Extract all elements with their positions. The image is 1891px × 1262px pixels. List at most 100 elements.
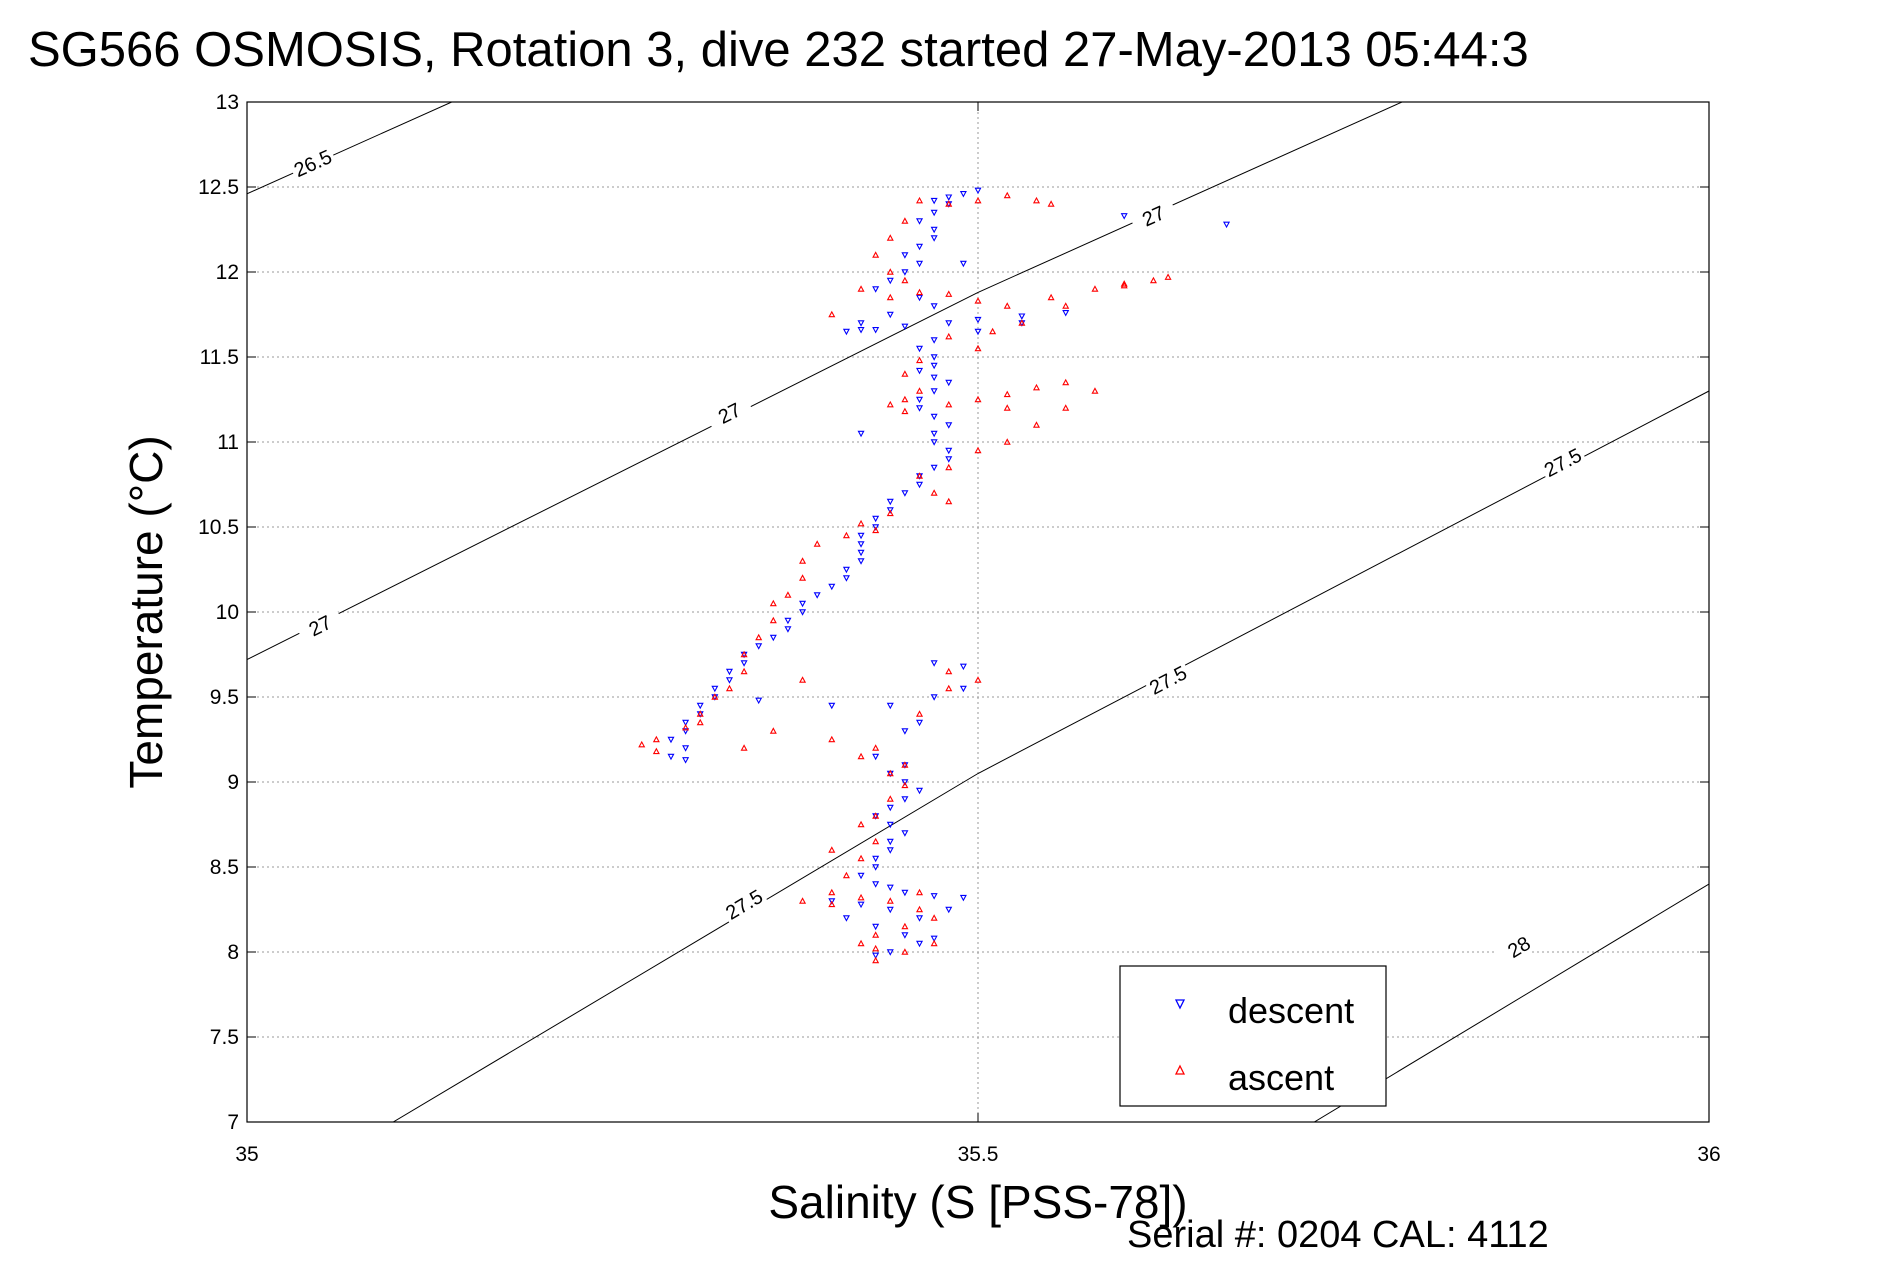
descent-point (945, 379, 953, 387)
descent-point (901, 728, 909, 735)
descent-point (667, 753, 675, 761)
descent-point (1223, 221, 1231, 229)
y-axis-label: Temperature (°C) (120, 435, 172, 788)
descent-point (959, 894, 967, 902)
descent-point (1018, 313, 1026, 320)
ascent-point (930, 489, 938, 496)
descent-point (901, 252, 909, 259)
ascent-point (886, 268, 894, 275)
descent-point (886, 311, 894, 319)
descent-point (872, 327, 880, 334)
descent-point (930, 226, 938, 234)
ascent-point (857, 939, 865, 947)
y-tick-label: 10 (216, 601, 239, 624)
descent-point (784, 626, 792, 633)
x-tick-label: 36 (1697, 1143, 1720, 1166)
y-tick-label: 9 (227, 771, 239, 794)
x-tick-label: 35.5 (958, 1143, 999, 1166)
ascent-point (828, 900, 836, 908)
ascent-point (740, 650, 748, 658)
ascent-point (1032, 421, 1041, 428)
descent-point (901, 323, 909, 331)
ascent-point (857, 519, 865, 527)
legend-box (1119, 965, 1387, 1107)
descent-point (799, 609, 807, 616)
descent-point (667, 736, 675, 744)
descent-point (915, 367, 924, 375)
ascent-point (1003, 404, 1011, 411)
ascent-point (872, 526, 880, 534)
ascent-point (872, 944, 880, 952)
ascent-point (901, 781, 909, 789)
descent-point (930, 464, 938, 472)
descent-point (872, 753, 880, 761)
descent-point (930, 362, 938, 370)
y-tick-label: 10.5 (198, 516, 239, 539)
descent-point (930, 354, 938, 361)
serial-footer: Serial #: 0204 CAL: 4112 (1127, 1214, 1549, 1256)
ascent-point (886, 897, 894, 904)
legend: descent ascent (1119, 965, 1387, 1107)
ascent-point (740, 744, 748, 751)
y-tick-label: 12 (216, 261, 239, 284)
descent-point (857, 549, 865, 557)
ascent-point (857, 752, 865, 760)
ascent-point (872, 744, 880, 751)
ascent-point (915, 356, 924, 364)
descent-point (915, 915, 924, 922)
descent-point (857, 558, 865, 565)
descent-point (857, 327, 865, 334)
descent-point (915, 345, 924, 353)
descent-point (915, 396, 924, 404)
descent-point (945, 447, 953, 455)
descent-point (682, 728, 690, 735)
descent-point (915, 481, 924, 489)
ascent-point (974, 344, 982, 352)
y-tick-label: 9.5 (210, 686, 239, 709)
descent-point (886, 906, 894, 914)
contour-label-bg (1537, 441, 1587, 482)
contour-label-bg (719, 882, 769, 925)
ascent-point (652, 735, 660, 743)
ascent-point (1032, 196, 1041, 204)
ascent-point (1062, 378, 1070, 386)
ascent-point (740, 667, 748, 675)
descent-point (857, 532, 865, 540)
ascent-point (857, 854, 865, 862)
legend-marker-ascent (1174, 1064, 1186, 1075)
ascent-point (725, 684, 733, 692)
descent-point (842, 328, 850, 336)
descent-point (915, 218, 924, 225)
descent-point (711, 685, 719, 693)
ascent-point (886, 509, 894, 517)
descent-point (886, 507, 894, 514)
descent-point (682, 745, 690, 752)
descent-point (784, 617, 792, 625)
descent-point (828, 702, 836, 710)
descent-point (886, 884, 894, 892)
descent-point (872, 515, 880, 523)
descent-point (872, 524, 880, 531)
contour-label-bg (1128, 195, 1178, 235)
ascent-point (872, 812, 880, 819)
descent-point (886, 804, 894, 812)
descent-point (930, 209, 938, 217)
ascent-point (1003, 302, 1011, 309)
descent-point (959, 260, 967, 268)
descent-point (945, 320, 953, 327)
descent-point (901, 779, 909, 786)
descent-point (930, 388, 938, 395)
descent-point (872, 855, 880, 863)
descent-point (725, 677, 733, 684)
y-tick-label: 12.5 (198, 176, 239, 199)
data-points (638, 187, 1231, 964)
ascent-point (915, 288, 924, 296)
descent-point (1120, 213, 1128, 220)
descent-point (872, 286, 880, 293)
descent-point (857, 901, 865, 909)
ascent-point (945, 463, 953, 471)
descent-point (915, 243, 924, 251)
descent-point (930, 893, 938, 900)
ascent-point (901, 370, 909, 377)
